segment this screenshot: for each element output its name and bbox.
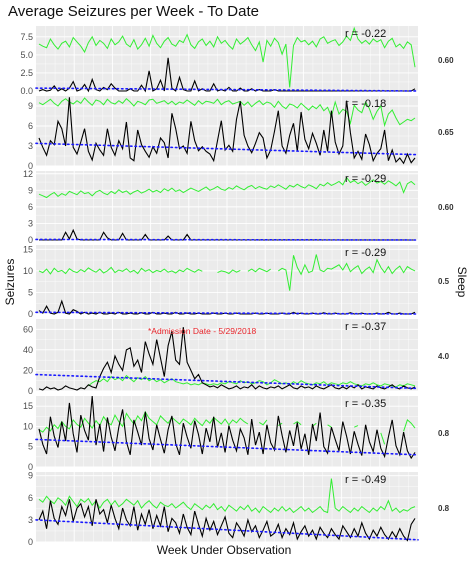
chart-title: Average Seizures per Week - To Date bbox=[8, 3, 259, 20]
y-tick-label: 10 bbox=[23, 266, 33, 276]
y-tick-label: 2.5 bbox=[20, 68, 33, 78]
y-tick-label: 7.5 bbox=[20, 32, 33, 42]
y-tick-label: 9 bbox=[28, 101, 33, 111]
y-tick-label: 6 bbox=[28, 493, 33, 503]
y-tick-label: 6 bbox=[28, 202, 33, 212]
y-tick-label: 9 bbox=[28, 185, 33, 195]
panel-6: 0 5 10 15 r = -0.35 0.8 bbox=[23, 395, 450, 472]
correlation-label: r = -0.37 bbox=[345, 321, 386, 333]
y2-axis-label: Sleep bbox=[455, 267, 469, 298]
y-tick-label: 0.0 bbox=[20, 86, 33, 96]
y-tick-label: 6 bbox=[28, 121, 33, 131]
y-tick-label: 40 bbox=[23, 345, 33, 355]
y-tick-label: 60 bbox=[23, 324, 33, 334]
sleep-series-line bbox=[38, 254, 416, 291]
y-tick-label: 0 bbox=[28, 386, 33, 396]
y-tick-label: 5 bbox=[28, 287, 33, 297]
y-tick-label: 20 bbox=[23, 365, 33, 375]
right-axis-tick-label: 0.5 bbox=[438, 277, 450, 286]
sleep-series-line bbox=[88, 374, 416, 388]
seizures-trend-line bbox=[35, 519, 419, 541]
sleep-series-line bbox=[38, 97, 416, 128]
sleep-series-line bbox=[38, 478, 416, 514]
panel-7: 0 3 6 9 r = -0.49 0.8 bbox=[28, 471, 450, 547]
seizures-series-line bbox=[38, 97, 416, 165]
right-axis-tick-label: 4.0 bbox=[438, 352, 450, 361]
sleep-series-line bbox=[38, 176, 416, 199]
y-tick-label: 15 bbox=[23, 244, 33, 254]
seizures-series-line bbox=[38, 499, 416, 542]
panels-group: 0.0 2.5 5.0 7.5 r = -0.22 0.60 0 3 6 9 r = -0.18 0.… bbox=[20, 26, 454, 547]
seizures-trend-line bbox=[35, 142, 419, 156]
right-axis-tick-label: 0.8 bbox=[438, 504, 450, 513]
y-tick-label: 12 bbox=[23, 169, 33, 179]
right-axis-tick-label: 0.60 bbox=[438, 56, 454, 65]
panel-4: 0 5 10 15 r = -0.29 0.5 bbox=[23, 244, 450, 319]
y-tick-label: 0 bbox=[28, 462, 33, 472]
right-axis-tick-label: 0.8 bbox=[438, 429, 450, 438]
seizures-series-line bbox=[38, 327, 416, 391]
seizures-trend-line bbox=[35, 438, 419, 456]
panel-3: 0 3 6 9 12 r = -0.29 0.60 bbox=[23, 169, 454, 245]
sleep-series-line bbox=[38, 26, 416, 88]
panel-5: 0 20 40 60 r = -0.37 4.0 *Admission Date - 5/2… bbox=[23, 319, 450, 396]
correlation-label: r = -0.18 bbox=[345, 98, 386, 110]
right-axis-tick-label: 0.65 bbox=[438, 128, 454, 137]
y-tick-label: 3 bbox=[28, 515, 33, 525]
seizures-trend-line bbox=[35, 87, 419, 92]
correlation-label: r = -0.29 bbox=[345, 247, 386, 259]
y-tick-label: 0 bbox=[28, 309, 33, 319]
y-tick-label: 5 bbox=[28, 442, 33, 452]
y-tick-label: 3 bbox=[28, 218, 33, 228]
correlation-label: r = -0.35 bbox=[345, 398, 386, 410]
seizures-series-line bbox=[38, 395, 416, 460]
y-tick-label: 0 bbox=[28, 235, 33, 245]
y-tick-label: 5.0 bbox=[20, 50, 33, 60]
y-tick-label: 9 bbox=[28, 471, 33, 481]
seizures-trend-line bbox=[35, 373, 419, 390]
y-tick-label: 15 bbox=[23, 401, 33, 411]
y-tick-label: 0 bbox=[28, 161, 33, 171]
right-axis-tick-label: 0.60 bbox=[438, 203, 454, 212]
correlation-label: r = -0.29 bbox=[345, 173, 386, 185]
panel-2: 0 3 6 9 r = -0.18 0.65 bbox=[28, 96, 454, 171]
seizures-trend-line bbox=[35, 311, 419, 315]
y-tick-label: 3 bbox=[28, 141, 33, 151]
y-axis-label: Seizures bbox=[3, 259, 17, 306]
y-tick-label: 0 bbox=[28, 537, 33, 547]
y-tick-label: 10 bbox=[23, 421, 33, 431]
admission-date-annotation: *Admission Date - 5/29/2018 bbox=[148, 326, 256, 336]
correlation-label: r = -0.22 bbox=[345, 28, 386, 40]
seizures-trend-line bbox=[35, 238, 419, 241]
correlation-label: r = -0.49 bbox=[345, 474, 386, 486]
panel-1: 0.0 2.5 5.0 7.5 r = -0.22 0.60 bbox=[20, 26, 454, 96]
x-axis-label: Week Under Observation bbox=[157, 543, 292, 557]
